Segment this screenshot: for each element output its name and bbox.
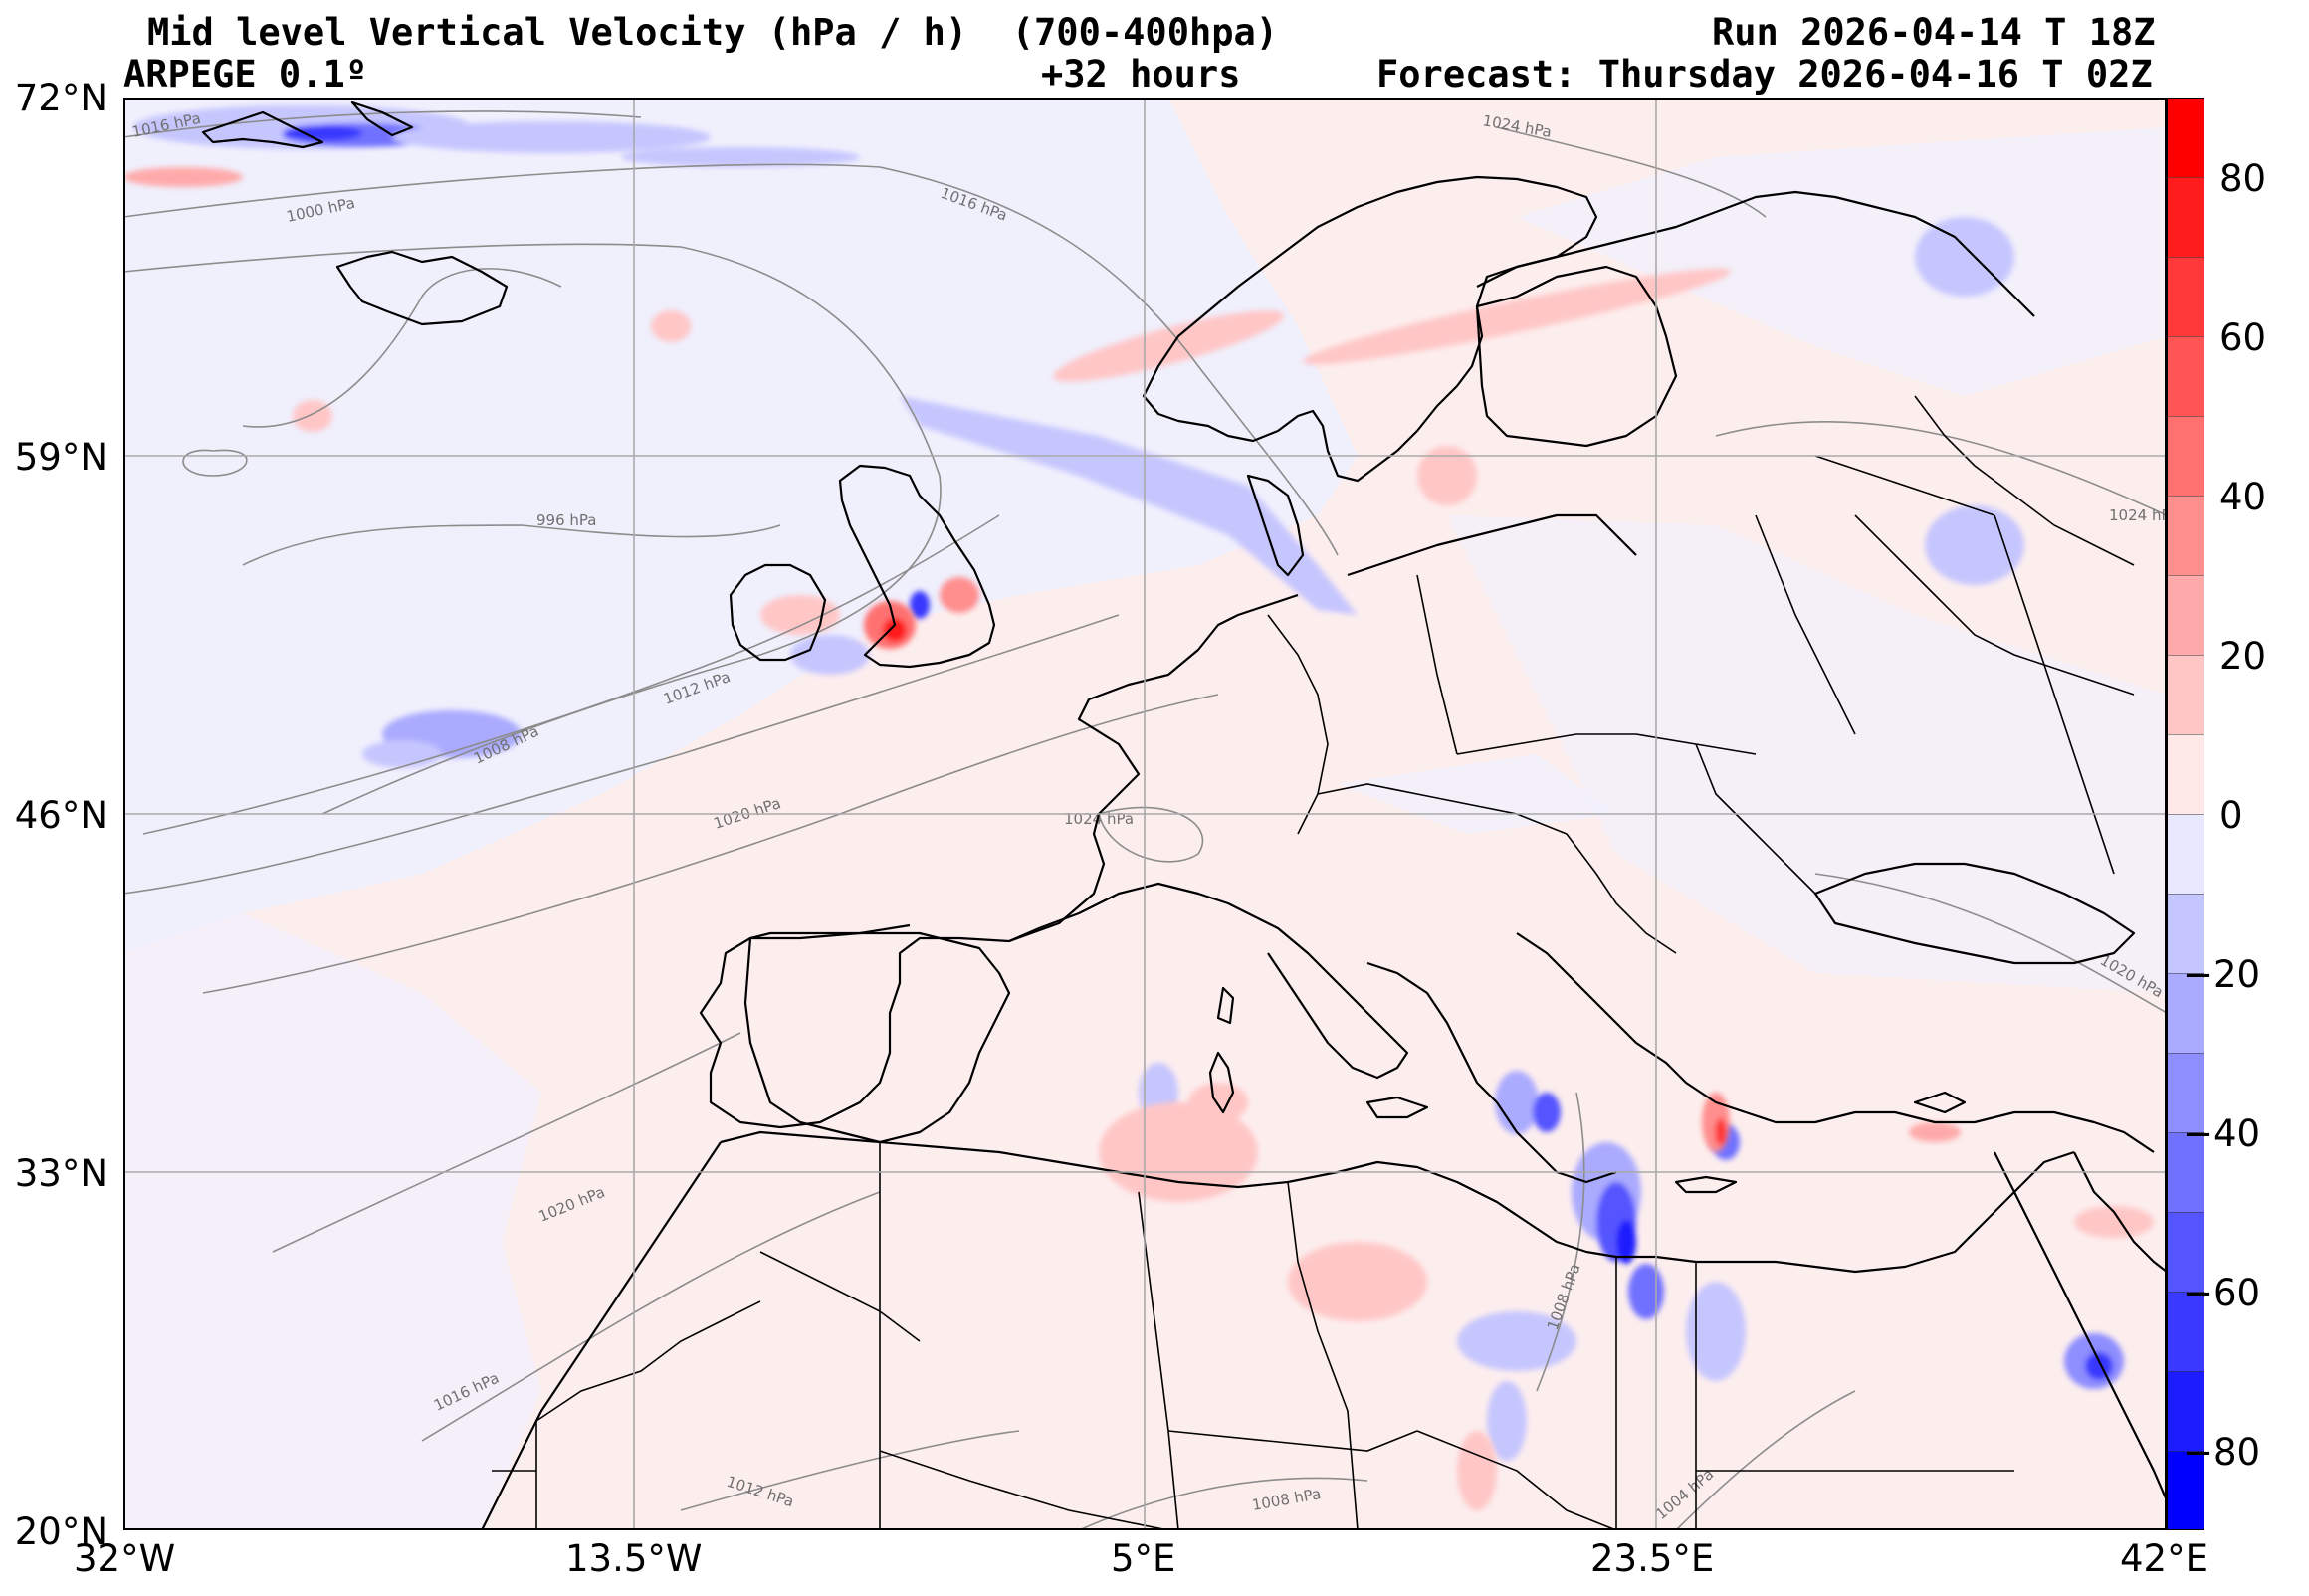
lat-label: 46°N [14, 794, 107, 837]
colorbar-tick: 40 [2219, 476, 2267, 518]
colorbar-tick: −20 [2183, 953, 2261, 996]
map-title: Mid level Vertical Velocity (hPa / h) (7… [147, 11, 1279, 54]
colorbar-band [2167, 655, 2204, 734]
lon-label: 32°W [74, 1537, 176, 1580]
colorbar-tick: −40 [2183, 1112, 2261, 1155]
colorbar-tick: −80 [2183, 1431, 2261, 1474]
vertical-velocity-map: 1016 hPa 1000 hPa 1016 hPa 1024 hPa 996 … [123, 98, 2167, 1530]
colorbar-band [2167, 1292, 2204, 1371]
model-label: ARPEGE 0.1º [123, 53, 368, 96]
lat-label: 20°N [14, 1510, 107, 1553]
graticule [123, 98, 2167, 1530]
colorbar-band [2167, 177, 2204, 257]
colorbar-band [2167, 416, 2204, 496]
colorbar-band [2167, 894, 2204, 973]
lat-label: 33°N [14, 1152, 107, 1195]
colorbar-band [2167, 1212, 2204, 1292]
colorbar-tick: −60 [2183, 1272, 2261, 1314]
colorbar-band [2167, 496, 2204, 575]
lon-label: 42°E [2120, 1537, 2208, 1580]
colorbar-band [2167, 814, 2204, 894]
colorbar [2167, 98, 2204, 1530]
colorbar-band [2167, 336, 2204, 416]
colorbar-tick: 0 [2219, 794, 2243, 837]
colorbar-band [2167, 1371, 2204, 1451]
colorbar-band [2167, 1053, 2204, 1132]
colorbar-band [2167, 973, 2204, 1053]
map-frame [123, 98, 2167, 1530]
colorbar-tick: 20 [2219, 635, 2267, 678]
run-time: Run 2026-04-14 T 18Z [1712, 11, 2156, 54]
forecast-time: Forecast: Thursday 2026-04-16 T 02Z [1376, 53, 2153, 96]
colorbar-band [2167, 98, 2204, 177]
lead-time: +32 hours [1041, 53, 1241, 96]
isobar-label: 1024 hPa [2109, 506, 2167, 524]
colorbar-band [2167, 1132, 2204, 1212]
lon-label: 5°E [1111, 1537, 1176, 1580]
lat-label: 59°N [14, 436, 107, 479]
colorbar-tick: 60 [2219, 316, 2267, 359]
country-borders [492, 395, 2135, 1530]
colorbar-band [2167, 1451, 2204, 1530]
isobars [123, 110, 2167, 1530]
colorbar-band [2167, 734, 2204, 814]
lon-label: 13.5°W [565, 1537, 703, 1580]
lat-label: 72°N [14, 77, 107, 119]
isobar-label: 996 hPa [536, 511, 596, 529]
colorbar-band [2167, 257, 2204, 336]
lon-label: 23.5°E [1590, 1537, 1715, 1580]
colorbar-tick: 80 [2219, 157, 2267, 200]
coastlines [201, 100, 2167, 1530]
colorbar-band [2167, 575, 2204, 655]
